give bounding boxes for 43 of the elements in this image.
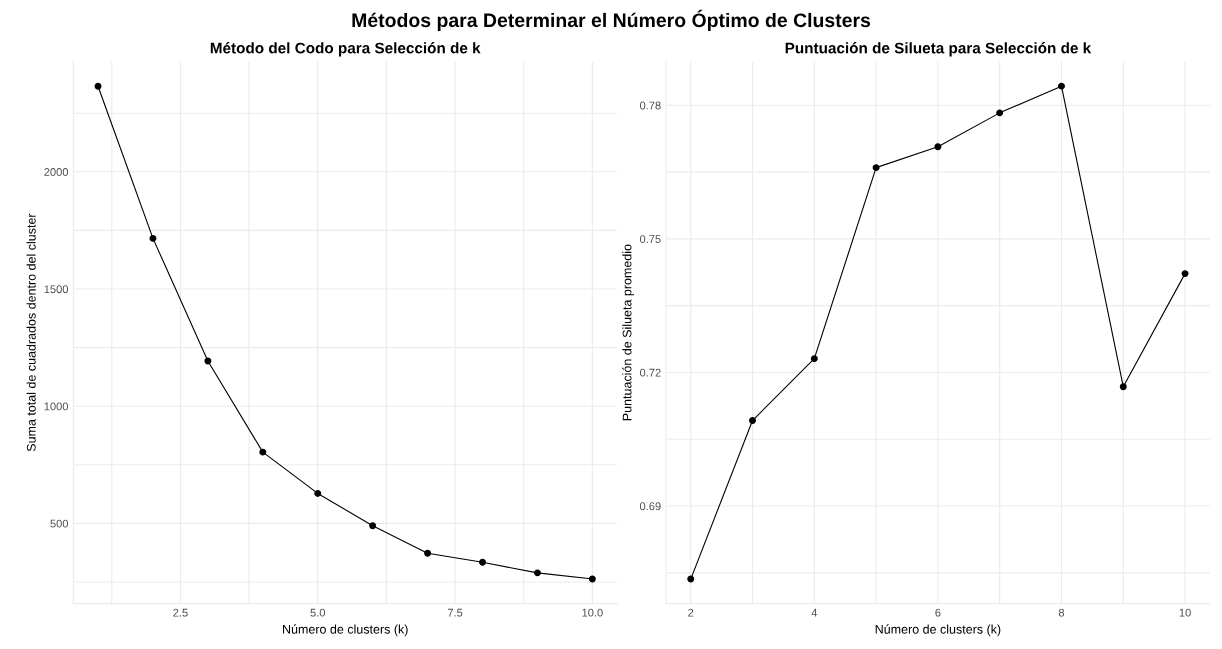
point (687, 575, 695, 583)
point (810, 355, 818, 363)
point (1058, 82, 1065, 90)
x-tick-label: 6 (935, 608, 941, 617)
y-axis-title: Puntuación de Silueta promedio (622, 244, 634, 421)
point (1181, 270, 1189, 278)
x-tick-label: 4 (811, 608, 818, 617)
point (149, 234, 157, 242)
y-tick-label: 500 (50, 519, 69, 528)
point (588, 575, 596, 583)
y-tick-label: 0.75 (639, 235, 661, 244)
x-tick-label: 7.5 (447, 608, 463, 617)
x-tick-label: 2.5 (173, 608, 188, 617)
point (314, 489, 322, 497)
chart-title: Método del Codo para Selección de k (210, 42, 481, 57)
y-tick-label: 0.69 (639, 502, 661, 511)
point (94, 82, 102, 90)
chart-title: Puntuación de Silueta para Selección de k (785, 42, 1092, 57)
point (533, 569, 541, 577)
x-tick-label: 10.0 (582, 608, 603, 617)
point (204, 357, 212, 365)
point (424, 549, 432, 557)
y-tick-label: 1500 (44, 285, 69, 294)
point (872, 164, 880, 172)
y-tick-label: 2000 (44, 168, 69, 176)
point (749, 417, 756, 425)
x-tick-label: 8 (1058, 608, 1065, 617)
y-tick-label: 1000 (44, 402, 69, 411)
y-axis-title: Suma total de cuadrados dentro del cluster (26, 213, 36, 452)
point (1119, 383, 1127, 391)
point (479, 558, 486, 566)
x-tick-label: 5.0 (310, 608, 326, 617)
text: Métodos para Determinar el Número Óptimo de Clusters (352, 9, 871, 31)
x-tick-label: 2 (688, 608, 694, 617)
x-axis-title: Número de clusters (k) (283, 624, 408, 637)
y-tick-label: 0.72 (639, 368, 661, 377)
x-axis-title: Número de clusters (k) (875, 624, 1001, 637)
point (369, 522, 377, 530)
x-tick-label: 10 (1179, 608, 1191, 617)
point (934, 143, 942, 151)
y-tick-label: 0.78 (639, 101, 661, 110)
point (259, 448, 267, 456)
point (996, 109, 1004, 117)
